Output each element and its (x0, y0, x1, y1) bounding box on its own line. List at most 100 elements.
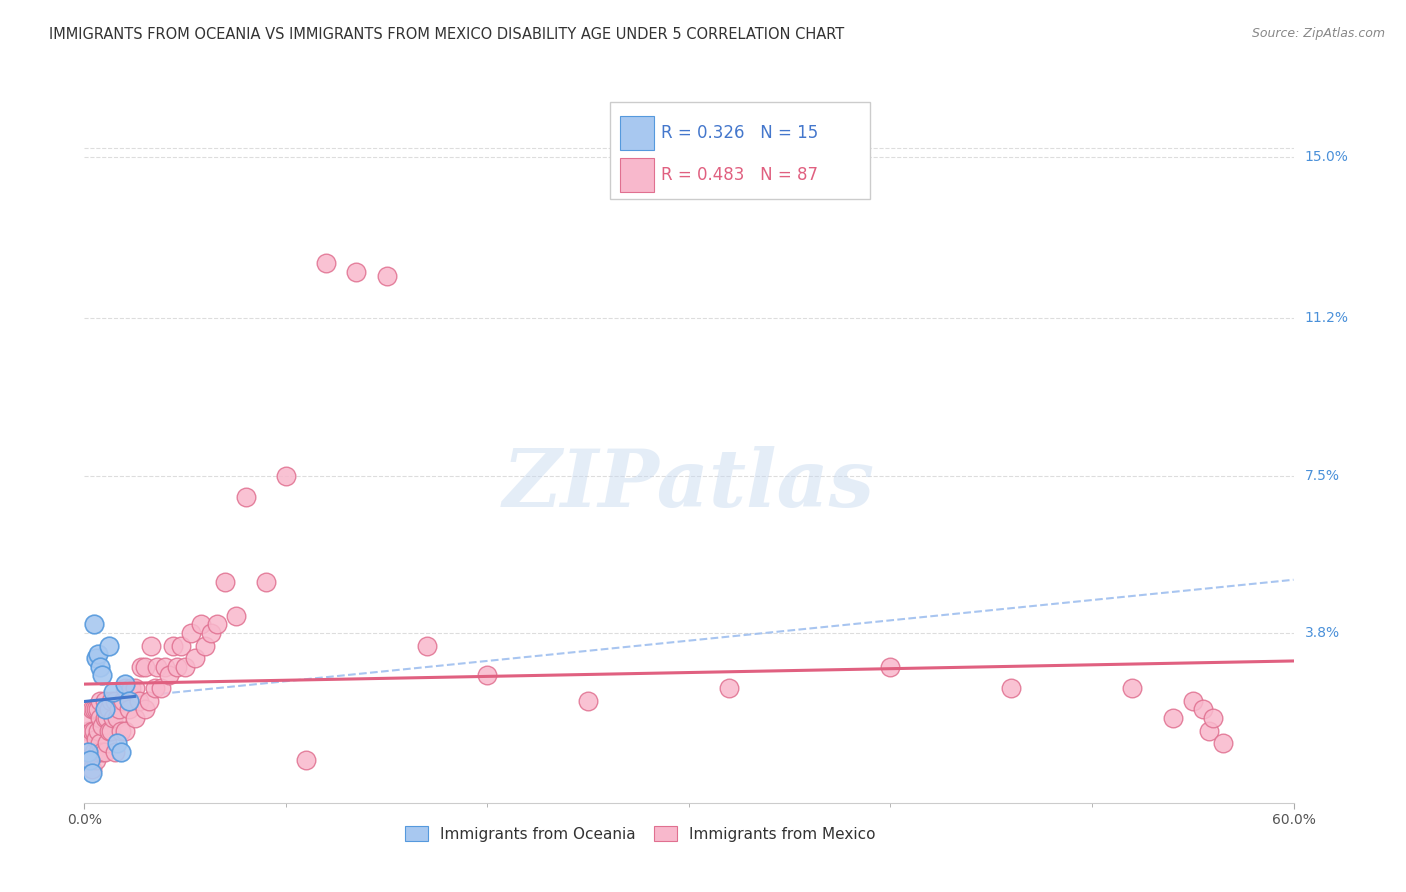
Point (97, 702, 120, 716)
Point (89, 694, 111, 708)
Point (93, 711, 115, 725)
FancyBboxPatch shape (620, 116, 654, 151)
Point (157, 668, 180, 682)
Point (274, 468, 297, 483)
Point (718, 681, 741, 695)
Point (96, 736, 118, 750)
Point (104, 745, 127, 759)
Point (82, 766, 104, 780)
Point (87, 647, 110, 661)
Point (104, 694, 127, 708)
Text: 15.0%: 15.0% (1305, 150, 1348, 164)
Point (82, 723, 104, 738)
Point (134, 702, 156, 716)
Point (86, 732, 108, 747)
Point (96, 711, 118, 725)
Point (200, 625, 222, 640)
Point (1202, 711, 1225, 725)
Point (83, 617, 105, 632)
Point (100, 694, 122, 708)
Point (91, 719, 114, 733)
Point (124, 711, 146, 725)
Point (1181, 694, 1204, 708)
Point (170, 639, 193, 653)
Point (89, 660, 111, 674)
Point (77, 745, 100, 759)
Point (91, 668, 114, 682)
Point (1212, 736, 1234, 750)
Point (83, 745, 105, 759)
Point (100, 723, 122, 738)
Point (101, 685, 124, 699)
Point (79, 736, 101, 750)
Point (86, 753, 108, 767)
Point (1121, 681, 1143, 695)
Point (120, 681, 142, 695)
Point (97, 723, 120, 738)
Point (1198, 723, 1220, 738)
Point (77, 745, 100, 759)
Point (416, 639, 439, 653)
Text: 7.5%: 7.5% (1305, 468, 1340, 483)
Point (101, 711, 124, 725)
Point (93, 702, 115, 716)
Point (576, 694, 599, 708)
Point (315, 256, 337, 270)
Point (477, 668, 499, 682)
Point (79, 753, 101, 767)
Text: 11.2%: 11.2% (1305, 311, 1348, 326)
Point (235, 490, 257, 504)
Point (1192, 702, 1215, 716)
Point (89, 711, 111, 725)
Text: Source: ZipAtlas.com: Source: ZipAtlas.com (1251, 27, 1385, 40)
Point (879, 660, 901, 674)
Point (143, 681, 166, 695)
Text: IMMIGRANTS FROM OCEANIA VS IMMIGRANTS FROM MEXICO DISABILITY AGE UNDER 5 CORRELA: IMMIGRANTS FROM OCEANIA VS IMMIGRANTS FR… (49, 27, 845, 42)
Point (124, 681, 146, 695)
Point (91, 745, 114, 759)
Point (93, 694, 115, 708)
Point (97, 639, 120, 653)
Point (295, 753, 318, 767)
Point (214, 574, 236, 589)
Point (110, 723, 132, 738)
Point (114, 677, 136, 691)
Point (134, 660, 156, 674)
Point (114, 681, 136, 695)
Point (86, 651, 108, 665)
Point (82, 762, 104, 776)
Point (184, 651, 207, 665)
Point (118, 702, 141, 716)
Point (207, 617, 229, 632)
Point (1000, 681, 1022, 695)
Point (128, 694, 150, 708)
Point (174, 660, 197, 674)
Text: R = 0.326   N = 15: R = 0.326 N = 15 (661, 124, 818, 142)
Text: 3.8%: 3.8% (1305, 626, 1340, 640)
Point (153, 660, 176, 674)
Point (111, 694, 134, 708)
Point (83, 723, 105, 738)
Point (254, 574, 277, 589)
Point (83, 702, 105, 716)
Point (346, 264, 368, 278)
Point (166, 660, 188, 674)
Point (89, 736, 111, 750)
Legend: Immigrants from Oceania, Immigrants from Mexico: Immigrants from Oceania, Immigrants from… (398, 819, 883, 849)
Point (375, 268, 398, 283)
Point (79, 711, 101, 725)
Point (162, 639, 184, 653)
FancyBboxPatch shape (620, 158, 654, 193)
Text: R = 0.483   N = 87: R = 0.483 N = 87 (661, 166, 818, 184)
Point (114, 723, 136, 738)
Point (225, 608, 247, 623)
Point (87, 702, 110, 716)
Point (139, 639, 162, 653)
Point (118, 694, 141, 708)
Point (180, 625, 202, 640)
Point (1161, 711, 1184, 725)
Point (82, 702, 104, 716)
Point (105, 711, 128, 725)
Point (107, 702, 129, 716)
FancyBboxPatch shape (610, 102, 870, 200)
